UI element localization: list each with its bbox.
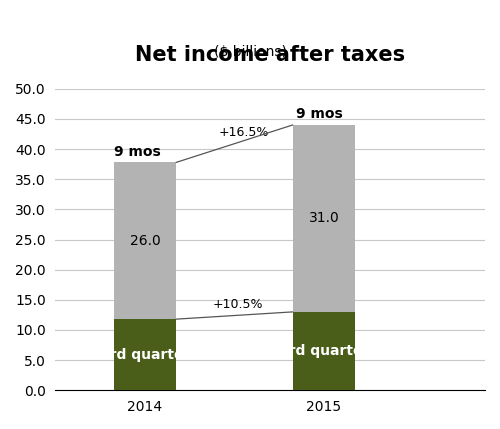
- Text: 26.0: 26.0: [130, 234, 160, 248]
- Title: Net income after taxes: Net income after taxes: [135, 45, 406, 65]
- Bar: [292, 312, 355, 390]
- Text: 31.0: 31.0: [308, 211, 340, 226]
- Bar: [292, 125, 355, 312]
- Text: ($ billions): ($ billions): [214, 45, 286, 59]
- Text: +10.5%: +10.5%: [213, 298, 264, 311]
- Text: 3rd quarter: 3rd quarter: [278, 344, 369, 358]
- Bar: [114, 162, 176, 319]
- Bar: [114, 319, 176, 390]
- Text: 3rd quarter: 3rd quarter: [100, 347, 190, 362]
- Text: 9 mos: 9 mos: [114, 145, 160, 159]
- Text: +16.5%: +16.5%: [218, 126, 268, 139]
- Text: 9 mos: 9 mos: [296, 107, 343, 121]
